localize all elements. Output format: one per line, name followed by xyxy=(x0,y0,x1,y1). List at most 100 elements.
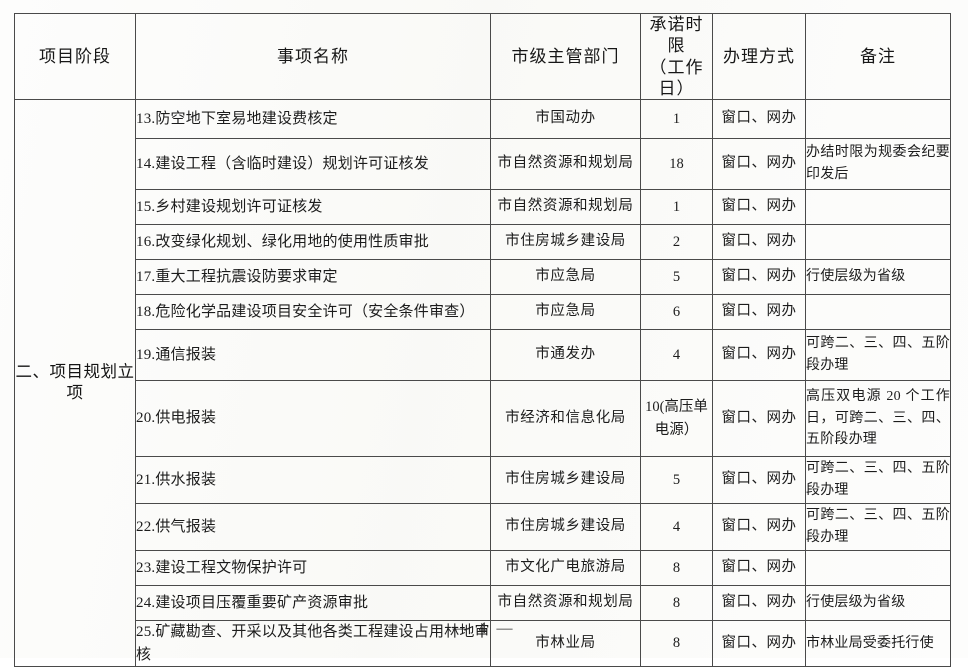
remark-cell xyxy=(805,189,951,225)
column-header-item-name: 事项名称 xyxy=(135,13,491,100)
remark-text: 高压双电源 20 个工作日，可跨二、三、四、五阶段办理 xyxy=(806,388,950,448)
method-cell: 窗口、网办 xyxy=(712,329,806,381)
deadline-text: 8 xyxy=(672,559,681,576)
item-name-cell: 16.改变绿化规划、绿化用地的使用性质审批 xyxy=(135,224,491,260)
method-text: 窗口、网办 xyxy=(721,518,797,535)
department-text: 市应急局 xyxy=(535,303,596,320)
remark-cell: 行使层级为省级 xyxy=(805,585,951,621)
column-header-project-stage-label: 项目阶段 xyxy=(39,46,111,66)
department-cell: 市住房城乡建设局 xyxy=(490,224,641,260)
remark-text: 可跨二、三、四、五阶段办理 xyxy=(806,508,950,545)
item-name-text: 15.乡村建设规划许可证核发 xyxy=(136,198,323,215)
method-cell: 窗口、网办 xyxy=(712,294,806,330)
item-name-text: 17.重大工程抗震设防要求审定 xyxy=(136,268,338,285)
department-cell: 市通发办 xyxy=(490,329,641,381)
method-cell: 窗口、网办 xyxy=(712,189,806,225)
deadline-text: 8 xyxy=(672,594,681,611)
method-text: 窗口、网办 xyxy=(721,155,797,172)
item-name-cell: 21.供水报装 xyxy=(135,456,491,504)
department-text: 市自然资源和规划局 xyxy=(497,155,634,172)
deadline-text: 18 xyxy=(669,155,684,172)
approval-items-table-container: 项目阶段 事项名称 市级主管部门 承诺时限 （工作日） 办理方式 xyxy=(14,13,951,667)
item-name-text: 20.供电报装 xyxy=(136,410,217,427)
remark-cell: 可跨二、三、四、五阶段办理 xyxy=(805,329,951,381)
item-name-cell: 18.危险化学品建设项目安全许可（安全条件审查） xyxy=(135,294,491,330)
remark-cell: 可跨二、三、四、五阶段办理 xyxy=(805,456,951,504)
department-cell: 市经济和信息化局 xyxy=(490,380,641,457)
remark-text: 可跨二、三、四、五阶段办理 xyxy=(806,336,950,373)
remark-text: 办结时限为规委会纪要印发后 xyxy=(806,145,950,182)
deadline-cell: 8 xyxy=(640,585,713,621)
column-header-municipal-department: 市级主管部门 xyxy=(490,13,641,100)
department-text: 市自然资源和规划局 xyxy=(497,594,634,611)
deadline-cell: 4 xyxy=(640,503,713,551)
table-body: 二、项目规划立项 13.防空地下室易地建设费核定 市国动办 1 窗口、网办 14… xyxy=(14,99,951,667)
item-name-text: 14.建设工程（含临时建设）规划许可证核发 xyxy=(136,155,429,172)
deadline-cell: 5 xyxy=(640,259,713,295)
deadline-text: 1 xyxy=(672,110,681,127)
item-name-cell: 20.供电报装 xyxy=(135,380,491,457)
item-name-text: 24.建设项目压覆重要矿产资源审批 xyxy=(136,594,369,611)
column-header-handling-method-label: 办理方式 xyxy=(723,46,795,66)
column-header-project-stage: 项目阶段 xyxy=(14,13,136,100)
item-name-text: 21.供水报装 xyxy=(136,471,217,488)
department-cell: 市自然资源和规划局 xyxy=(490,189,641,225)
item-name-text: 18.危险化学品建设项目安全许可（安全条件审查） xyxy=(136,303,475,320)
column-header-promised-deadline-line2: （工作日） xyxy=(649,57,704,98)
department-text: 市文化广电旅游局 xyxy=(505,559,626,576)
department-cell: 市应急局 xyxy=(490,259,641,295)
table-row: 21.供水报装 市住房城乡建设局 5 窗口、网办 可跨二、三、四、五阶段办理 xyxy=(15,456,951,504)
deadline-text: 6 xyxy=(672,303,681,320)
method-text: 窗口、网办 xyxy=(721,634,797,651)
deadline-cell: 8 xyxy=(640,550,713,586)
method-text: 窗口、网办 xyxy=(721,346,797,363)
remark-cell xyxy=(805,550,951,586)
deadline-text: 5 xyxy=(672,268,681,285)
table-header-row: 项目阶段 事项名称 市级主管部门 承诺时限 （工作日） 办理方式 xyxy=(14,13,951,100)
deadline-text: 4 xyxy=(672,518,681,535)
deadline-text: 2 xyxy=(672,233,681,250)
deadline-text: 1 xyxy=(672,198,681,215)
table-row: 15.乡村建设规划许可证核发 市自然资源和规划局 1 窗口、网办 xyxy=(15,189,951,225)
page-number-text: — 4 — xyxy=(452,620,516,637)
method-cell: 窗口、网办 xyxy=(712,456,806,504)
item-name-cell: 22.供气报装 xyxy=(135,503,491,551)
column-header-handling-method: 办理方式 xyxy=(712,13,806,100)
item-name-cell: 17.重大工程抗震设防要求审定 xyxy=(135,259,491,295)
deadline-cell: 10(高压单电源） xyxy=(640,380,713,457)
item-name-cell: 14.建设工程（含临时建设）规划许可证核发 xyxy=(135,138,491,190)
method-cell: 窗口、网办 xyxy=(712,380,806,457)
department-cell: 市住房城乡建设局 xyxy=(490,456,641,504)
stage-group-cell: 二、项目规划立项 xyxy=(14,99,136,667)
item-name-text: 19.通信报装 xyxy=(136,346,217,363)
remark-text: 市林业局受委托行使 xyxy=(806,635,934,651)
item-name-cell: 23.建设工程文物保护许可 xyxy=(135,550,491,586)
method-cell: 窗口、网办 xyxy=(712,550,806,586)
column-header-municipal-department-label: 市级主管部门 xyxy=(511,46,620,66)
item-name-cell: 13.防空地下室易地建设费核定 xyxy=(135,99,491,139)
table-header: 项目阶段 事项名称 市级主管部门 承诺时限 （工作日） 办理方式 xyxy=(14,13,951,100)
deadline-text: 4 xyxy=(672,346,681,363)
table-row: 22.供气报装 市住房城乡建设局 4 窗口、网办 可跨二、三、四、五阶段办理 xyxy=(15,503,951,551)
table-row: 23.建设工程文物保护许可 市文化广电旅游局 8 窗口、网办 xyxy=(15,550,951,586)
table-row: 19.通信报装 市通发办 4 窗口、网办 可跨二、三、四、五阶段办理 xyxy=(15,329,951,381)
column-header-remarks-label: 备注 xyxy=(860,46,896,66)
deadline-text: 10(高压单电源） xyxy=(645,399,708,438)
method-cell: 窗口、网办 xyxy=(712,224,806,260)
method-text: 窗口、网办 xyxy=(721,594,797,611)
item-name-text: 13.防空地下室易地建设费核定 xyxy=(136,110,338,127)
department-text: 市住房城乡建设局 xyxy=(505,518,626,535)
deadline-cell: 5 xyxy=(640,456,713,504)
table-row: 二、项目规划立项 13.防空地下室易地建设费核定 市国动办 1 窗口、网办 xyxy=(14,99,951,667)
department-text: 市住房城乡建设局 xyxy=(505,471,626,488)
remark-text: 行使层级为省级 xyxy=(806,269,906,285)
table-row: 18.危险化学品建设项目安全许可（安全条件审查） 市应急局 6 窗口、网办 xyxy=(15,294,951,330)
item-name-cell: 15.乡村建设规划许可证核发 xyxy=(135,189,491,225)
method-text: 窗口、网办 xyxy=(721,233,797,250)
remark-cell: 行使层级为省级 xyxy=(805,259,951,295)
department-text: 市林业局 xyxy=(535,634,596,651)
method-cell: 窗口、网办 xyxy=(712,503,806,551)
department-cell: 市应急局 xyxy=(490,294,641,330)
remark-cell xyxy=(805,294,951,330)
